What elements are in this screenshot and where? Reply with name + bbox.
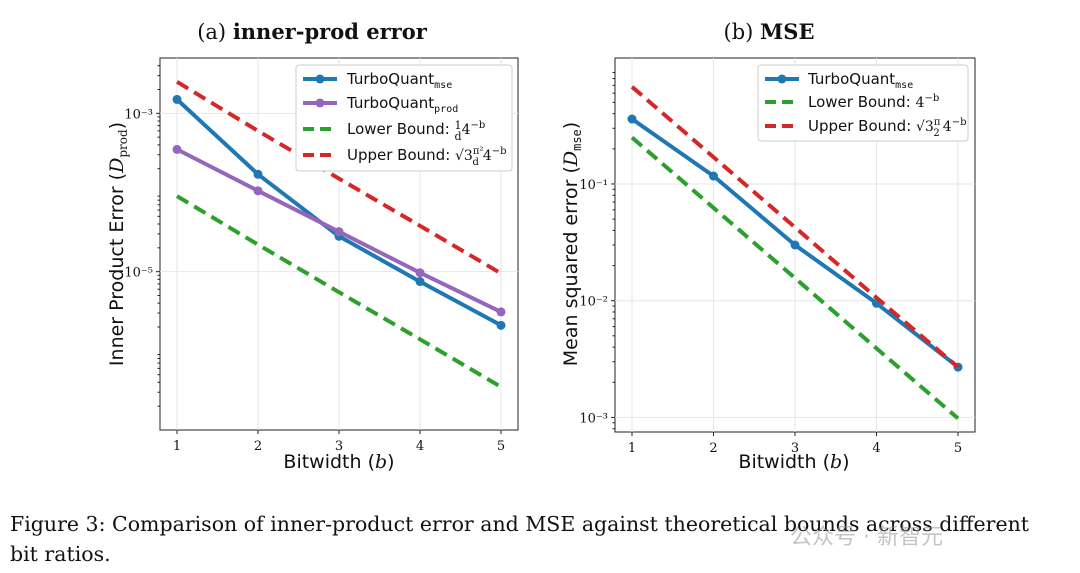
panel-a-yticks: 10⁻³ 10⁻⁵ — [124, 65, 160, 407]
series-line — [630, 85, 960, 369]
panel-a-y-label: Inner Product Error (Dprod) — [106, 122, 130, 366]
x-tick-label: 3 — [335, 439, 343, 454]
legend-swatch-marker — [777, 74, 787, 84]
figure-caption: Figure 3: Comparison of inner-product er… — [10, 509, 1076, 569]
watermark-text: 公众号 · 新智元 — [790, 525, 943, 550]
panel-b-series — [627, 85, 963, 420]
panel-inner-prod-error: (a) inner-prod error 10⁻³ 10⁻⁵ 1 2 3 4 5 Bitw… — [106, 19, 519, 473]
legend-label: TurboQuantprod — [346, 94, 458, 115]
caption-line-2: bit ratios. — [10, 542, 111, 566]
panel-a-legend-box — [295, 64, 513, 172]
legend-label: Lower Bound: 4−b — [808, 93, 939, 111]
x-tick-label: 3 — [791, 441, 799, 456]
panel-b-legend: TurboQuantmse Lower Bound: 4−b Upper Bou… — [757, 64, 969, 142]
panel-b-title-prefix: (b) — [724, 20, 754, 44]
panel-a-title-prefix: (a) — [197, 20, 226, 44]
x-tick-label: 1 — [628, 441, 636, 456]
legend-label-name: TurboQuant — [807, 70, 895, 88]
legend-label-sub: prod — [434, 104, 458, 115]
panel-b-x-label: Bitwidth (b) — [738, 451, 849, 473]
panel-a-legend: TurboQuantmse TurboQuantprod Lower Bound… — [295, 64, 513, 172]
y-tick-label: 10⁻⁵ — [124, 266, 153, 281]
x-tick-label: 4 — [416, 439, 424, 454]
panel-b-yticks: 10⁻¹ 10⁻² 10⁻³ — [579, 72, 615, 430]
series-point — [790, 240, 800, 250]
panel-b-title: (b) MSE — [724, 19, 815, 44]
legend-label: TurboQuantmse — [807, 70, 913, 91]
x-tick-label: 2 — [254, 439, 262, 454]
series-point — [172, 144, 182, 154]
panel-b-legend-box — [757, 64, 969, 142]
figure-canvas: (a) inner-prod error 10⁻³ 10⁻⁵ 1 2 3 4 5 Bitw… — [106, 19, 976, 473]
x-tick-label: 2 — [709, 441, 717, 456]
legend-label-name: TurboQuant — [346, 94, 434, 112]
series-line — [175, 194, 503, 389]
series-line — [175, 80, 503, 276]
series-point — [415, 277, 425, 287]
legend-swatch-marker — [315, 98, 325, 108]
series-point — [496, 320, 506, 330]
legend-swatch-marker — [315, 74, 325, 84]
legend-entry-upper-bound: Upper Bound: √3π 2 4−b — [765, 117, 967, 139]
legend-entry-upper-bound: Upper Bound: √3π² d 4−b — [303, 146, 507, 168]
series-point — [253, 186, 263, 196]
series-point — [709, 171, 718, 181]
series-point — [334, 227, 344, 237]
legend-label: Upper Bound: √3π 2 4−b — [808, 117, 967, 139]
panel-b-xticks: 1 2 3 4 5 — [628, 432, 962, 456]
y-tick-label: 10⁻³ — [124, 107, 153, 122]
series-point — [172, 94, 182, 104]
x-tick-label: 4 — [872, 441, 880, 456]
y-tick-label: 10⁻³ — [579, 411, 608, 426]
x-tick-label: 5 — [954, 441, 962, 456]
series-point — [627, 114, 637, 124]
legend-entry-lower-bound: Lower Bound: 4−b — [765, 93, 939, 111]
series-point — [415, 268, 425, 278]
y-tick-label: 10⁻² — [579, 295, 608, 310]
series-point — [496, 307, 506, 317]
panel-b-y-label: Mean squared error (Dmse) — [560, 122, 584, 366]
panel-a-title: (a) inner-prod error — [197, 19, 427, 44]
legend-label-name: TurboQuant — [346, 70, 434, 88]
series-line — [630, 135, 960, 420]
legend-entry-turboquant-mse: TurboQuantmse — [303, 70, 452, 91]
legend-entry-turboquant-mse: TurboQuantmse — [765, 70, 913, 91]
x-tick-label: 1 — [173, 439, 181, 454]
legend-label-sub: mse — [434, 80, 452, 91]
legend-entry-turboquant-prod: TurboQuantprod — [303, 94, 458, 115]
x-tick-label: 5 — [497, 439, 505, 454]
panel-a-xticks: 1 2 3 4 5 — [173, 430, 505, 454]
legend-label: TurboQuantmse — [346, 70, 452, 91]
panel-a-title-text: inner-prod error — [233, 19, 428, 44]
panel-a-x-label: Bitwidth (b) — [283, 451, 394, 473]
series-point — [253, 169, 263, 179]
legend-label-sub: mse — [895, 80, 913, 91]
y-tick-label: 10⁻¹ — [579, 178, 608, 193]
legend-label: Upper Bound: √3π² d 4−b — [347, 146, 507, 168]
caption-line-1: Figure 3: Comparison of inner-product er… — [10, 512, 1030, 536]
panel-a-series — [172, 80, 506, 389]
panel-b-title-text: MSE — [760, 19, 814, 44]
